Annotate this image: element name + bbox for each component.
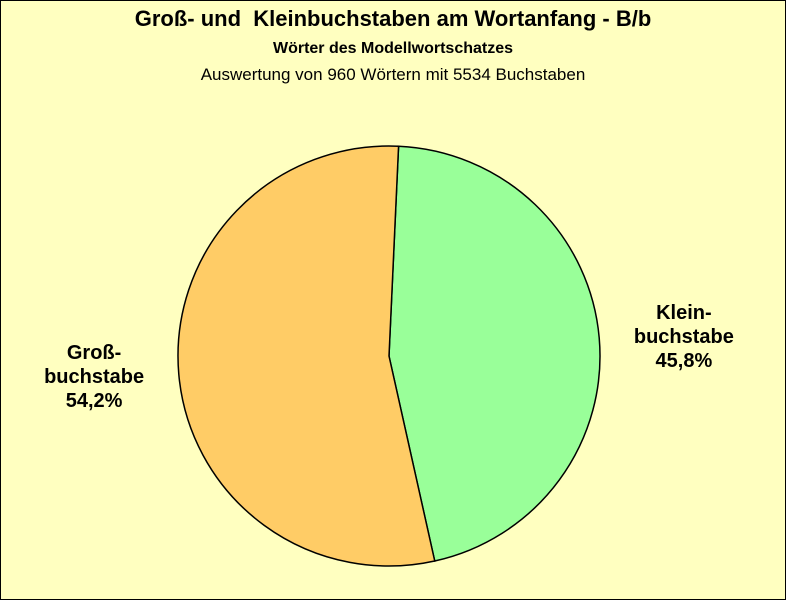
pie-slice-1	[177, 145, 436, 567]
slice-label-line: 45,8%	[656, 350, 713, 372]
slice-label-line: 54,2%	[66, 390, 123, 412]
slice-label-1: Groß-buchstabe 54,2%	[44, 342, 144, 412]
slice-label-line: buchstabe	[634, 326, 734, 348]
slice-label-line: Klein-	[656, 302, 712, 324]
pie-slice-0	[388, 145, 601, 562]
chart-title: Groß- und Kleinbuchstaben am Wortanfang …	[134, 6, 652, 31]
chart-subtitle: Wörter des Modellwortschatzes	[272, 40, 514, 57]
slice-label-line: Groß-	[67, 342, 121, 364]
chart-caption: Auswertung von 960 Wörtern mit 5534 Buch…	[200, 65, 586, 84]
slice-label-line: buchstabe	[44, 366, 144, 388]
slice-label-0: Klein-buchstabe 45,8%	[634, 302, 734, 372]
